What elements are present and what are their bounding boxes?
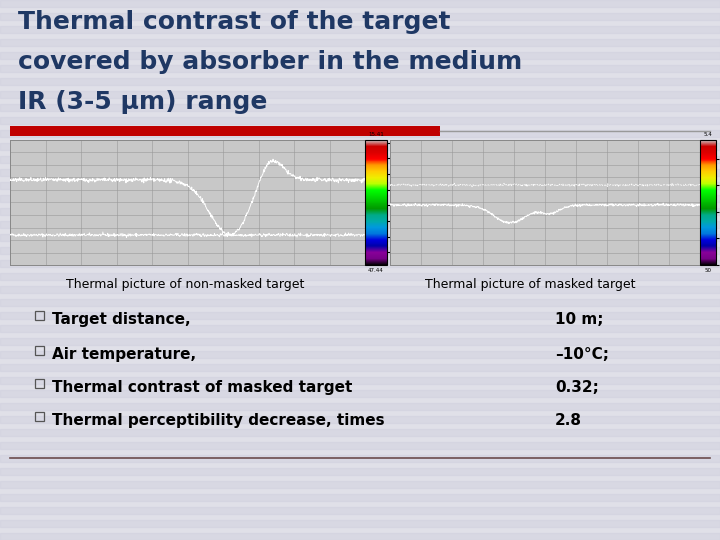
Bar: [35, 412, 44, 421]
Bar: [0, 195, 720, 201]
Bar: [0, 221, 720, 227]
Bar: [0, 156, 720, 163]
Text: IR (3-5 μm) range: IR (3-5 μm) range: [18, 90, 267, 114]
Bar: [0, 0, 720, 6]
Bar: [0, 312, 720, 319]
Text: covered by absorber in the medium: covered by absorber in the medium: [18, 50, 522, 74]
Text: 0.32;: 0.32;: [555, 380, 599, 395]
Bar: [0, 403, 720, 409]
Bar: [0, 91, 720, 98]
Bar: [0, 481, 720, 488]
Bar: [0, 208, 720, 214]
Text: 50: 50: [704, 268, 711, 273]
Bar: [0, 273, 720, 280]
Bar: [0, 143, 720, 150]
Bar: [0, 104, 720, 111]
Text: Thermal picture of masked target: Thermal picture of masked target: [425, 278, 635, 291]
Text: Thermal contrast of the target: Thermal contrast of the target: [18, 10, 451, 34]
Bar: [0, 377, 720, 383]
Bar: [0, 507, 720, 514]
Bar: [0, 39, 720, 45]
Bar: [10, 126, 440, 136]
Text: Target distance,: Target distance,: [52, 312, 191, 327]
Bar: [0, 286, 720, 293]
Bar: [0, 78, 720, 84]
Bar: [0, 65, 720, 71]
Bar: [0, 13, 720, 19]
Bar: [0, 494, 720, 501]
Bar: [0, 416, 720, 422]
Bar: [0, 390, 720, 396]
Bar: [35, 311, 44, 320]
Bar: [0, 234, 720, 240]
Bar: [0, 130, 720, 137]
Bar: [0, 182, 720, 188]
Bar: [0, 429, 720, 435]
Bar: [0, 26, 720, 32]
Text: Thermal contrast of masked target: Thermal contrast of masked target: [52, 380, 352, 395]
Bar: [35, 379, 44, 388]
Text: Thermal picture of non-masked target: Thermal picture of non-masked target: [66, 278, 304, 291]
Bar: [0, 338, 720, 345]
Bar: [0, 533, 720, 539]
Bar: [0, 247, 720, 253]
Bar: [0, 442, 720, 449]
Text: 2.8: 2.8: [555, 413, 582, 428]
Text: –10°C;: –10°C;: [555, 347, 609, 362]
Bar: [0, 455, 720, 462]
Bar: [0, 169, 720, 176]
Bar: [0, 468, 720, 475]
Bar: [0, 299, 720, 306]
Text: Air temperature,: Air temperature,: [52, 347, 196, 362]
Bar: [0, 52, 720, 58]
Bar: [0, 117, 720, 124]
Bar: [0, 364, 720, 370]
Text: 47.44: 47.44: [368, 268, 384, 273]
Bar: [35, 346, 44, 355]
Text: 15.41: 15.41: [368, 132, 384, 137]
Bar: [0, 351, 720, 357]
Bar: [0, 325, 720, 332]
Bar: [0, 520, 720, 526]
Text: 5.4: 5.4: [703, 132, 712, 137]
Text: Thermal perceptibility decrease, times: Thermal perceptibility decrease, times: [52, 413, 384, 428]
Text: 10 m;: 10 m;: [555, 312, 603, 327]
Bar: [0, 260, 720, 267]
